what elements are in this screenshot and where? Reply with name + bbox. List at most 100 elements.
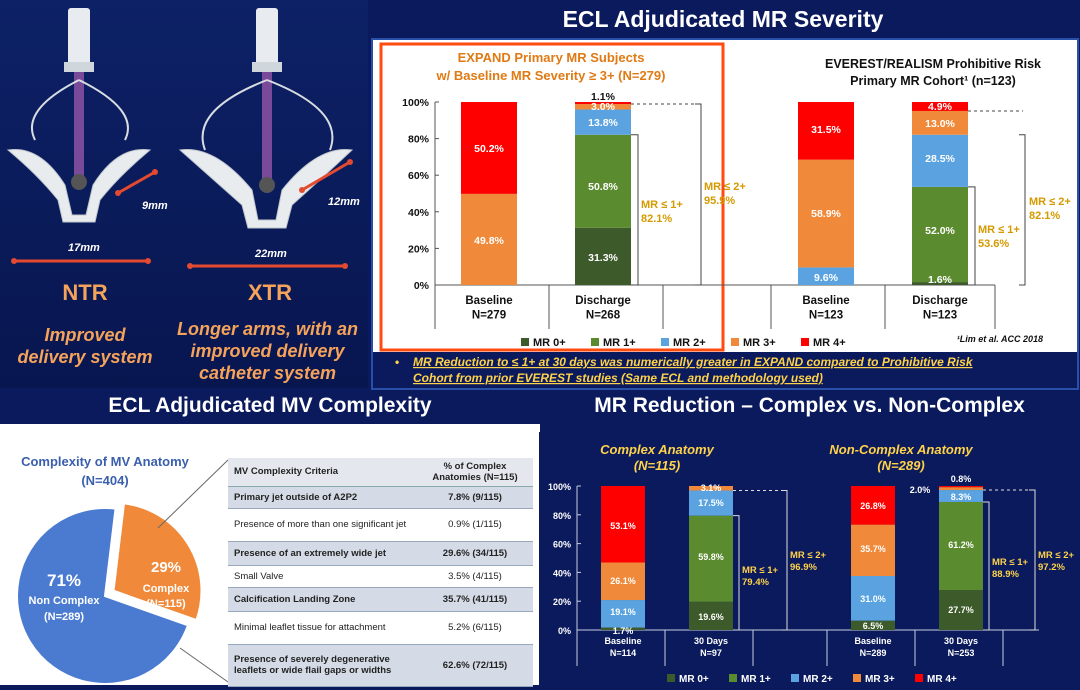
data-label: 3.1%	[701, 483, 722, 493]
y-tick-label: 100%	[548, 482, 571, 492]
criteria-table-wrap: MV Complexity Criteria % of Complex Anat…	[228, 458, 533, 687]
category-label: Discharge	[912, 295, 968, 307]
criteria-header-col2: % of Complex Anatomies (N=115)	[417, 458, 533, 487]
legend-label: MR 2+	[803, 674, 833, 685]
data-label: 31.0%	[860, 594, 886, 604]
y-tick-label: 20%	[553, 597, 571, 607]
y-tick-label: 60%	[408, 170, 430, 182]
annotation-mr1-value: 88.9%	[992, 569, 1019, 580]
data-label: 35.7%	[860, 544, 886, 554]
ntr-desc-line2: delivery system	[17, 347, 153, 367]
data-label: 53.1%	[610, 521, 636, 531]
ntr-arm-length: 9mm	[142, 200, 168, 212]
data-label: 27.7%	[948, 605, 974, 615]
data-label: 13.8%	[588, 117, 618, 129]
criteria-name: Presence of more than one significant je…	[228, 508, 417, 542]
pie-title-line2: (N=404)	[81, 473, 128, 488]
annotation-mr2-label: MR ≤ 2+	[790, 550, 827, 561]
bar-segment-mr2	[912, 134, 968, 187]
bar-segment-mr0	[575, 227, 631, 285]
criteria-header-col1: MV Complexity Criteria	[228, 458, 417, 487]
bar-segment-mr3	[689, 486, 733, 491]
criteria-name: Calcification Landing Zone	[228, 587, 417, 612]
data-label: 17.5%	[698, 498, 724, 508]
criteria-percent: 0.9% (1/115)	[417, 508, 533, 542]
criteria-header-col2-line1: % of Complex	[443, 460, 507, 472]
annotation-mr2-label: MR ≤ 2+	[704, 181, 746, 193]
bracket-mr2	[695, 103, 702, 286]
bar-segment-mr2	[798, 267, 854, 285]
pie-n-complex: (N=115)	[146, 598, 186, 610]
bar-segment-mr2	[601, 600, 645, 628]
data-label: 19.1%	[610, 607, 636, 617]
mr-reduction-title: MR Reduction – Complex vs. Non-Complex	[594, 394, 1025, 417]
ntr-title: NTR	[62, 280, 108, 305]
data-label: 31.3%	[588, 252, 618, 264]
criteria-row: Presence of more than one significant je…	[228, 508, 533, 542]
data-label: 13.0%	[925, 118, 955, 130]
bar-segment-mr1	[912, 186, 968, 283]
legend-swatch	[667, 674, 675, 682]
criteria-row: Small Valve 3.5% (4/115)	[228, 565, 533, 588]
mr-severity-chart: EXPAND Primary MR Subjects w/ Baseline MR…	[373, 42, 1077, 388]
data-label: 28.5%	[925, 153, 955, 165]
legend-label: MR 2+	[673, 337, 706, 349]
citation: ¹Lim et al. ACC 2018	[957, 334, 1043, 344]
annotation-mr1-value: 82.1%	[641, 213, 672, 225]
mr-reduction-panel: Complex Anatomy (N=115) Non-Complex Anatom…	[539, 432, 1080, 685]
data-label: 50.8%	[588, 181, 618, 193]
y-tick-label: 40%	[553, 568, 571, 578]
pie-n-non-complex: (N=289)	[44, 611, 84, 623]
device-panel: 9mm 17mm 12mm 22mm NTR XTR Improved deli…	[0, 0, 368, 388]
data-label: 19.6%	[698, 612, 724, 622]
criteria-row: Presence of severely degenerative leafle…	[228, 644, 533, 687]
bracket-mr2	[1019, 134, 1026, 286]
ntr-width-label: 17mm	[68, 242, 100, 254]
bullet-band	[373, 352, 1077, 388]
y-tick-label: 0%	[414, 280, 430, 292]
bar-segment-mr0	[689, 601, 733, 630]
category-n-label: N=114	[610, 648, 636, 658]
y-tick-label: 80%	[408, 134, 430, 146]
legend-swatch	[591, 338, 599, 346]
xtr-desc-line3: catheter system	[198, 363, 337, 383]
leader-line	[157, 459, 229, 529]
criteria-table: MV Complexity Criteria % of Complex Anat…	[228, 458, 533, 687]
criteria-row: Primary jet outside of A2P2 7.8% (9/115)	[228, 486, 533, 509]
legend-label: MR 1+	[603, 337, 636, 349]
category-n-label: N=123	[809, 310, 843, 322]
legend-swatch	[521, 338, 529, 346]
data-label: 50.2%	[474, 143, 504, 155]
bracket-mr1	[983, 501, 990, 631]
expand-highlight-box	[379, 42, 725, 352]
y-tick-label: 100%	[402, 97, 430, 109]
bullet-line2: Cohort from prior EVEREST studies (Same …	[413, 371, 823, 385]
pie-slice-complex	[112, 502, 203, 622]
pie-pct-non-complex: 71%	[47, 571, 81, 590]
data-label: 1.7%	[613, 626, 634, 636]
bar-segment-mr3	[939, 487, 983, 491]
xtr-arm-length: 12mm	[328, 196, 360, 208]
bracket-mr2	[781, 489, 788, 631]
xtr-desc-line1: Longer arms, with an	[176, 319, 359, 339]
data-label: 4.9%	[928, 101, 953, 113]
bar-segment-mr3	[912, 110, 968, 135]
group-n-complex: (N=115)	[634, 458, 680, 473]
category-label: 30 Days	[944, 636, 978, 646]
y-tick-label: 40%	[408, 207, 430, 219]
criteria-percent: 35.7% (41/115)	[417, 587, 533, 612]
legend-label: MR 4+	[927, 674, 957, 685]
bar-segment-mr3	[575, 104, 631, 110]
xtr-description: Longer arms, with an improved delivery c…	[165, 318, 370, 384]
category-n-label: N=97	[700, 648, 722, 658]
data-label: 58.9%	[811, 208, 841, 220]
criteria-name: Primary jet outside of A2P2	[228, 486, 417, 509]
criteria-name: Presence of an extremely wide jet	[228, 541, 417, 566]
leader-line	[179, 647, 229, 683]
category-n-label: N=279	[472, 310, 506, 322]
annotation-mr2-value: 96.9%	[790, 562, 817, 573]
legend-label: MR 0+	[533, 337, 566, 349]
criteria-percent: 62.6% (72/115)	[417, 644, 533, 687]
group-label-noncomplex: Non-Complex Anatomy	[829, 442, 973, 457]
annotation-mr2-value: 97.2%	[1038, 562, 1065, 573]
